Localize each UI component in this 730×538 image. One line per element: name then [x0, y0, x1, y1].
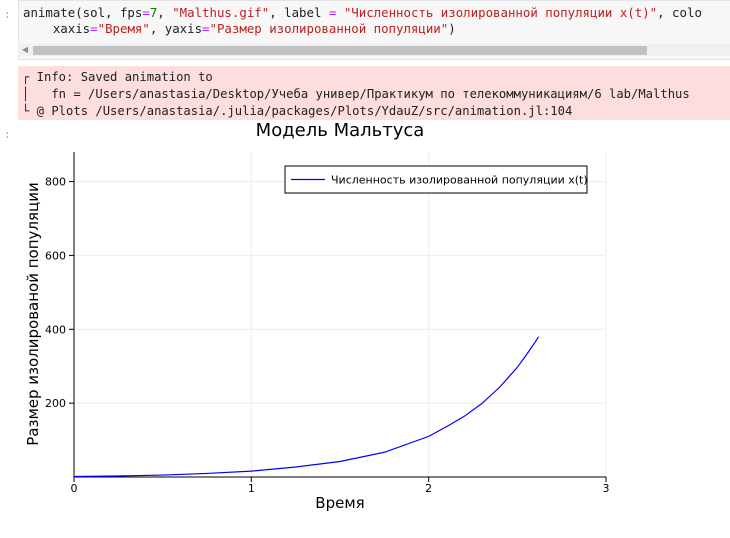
legend-label: Численность изолированной популяции x(t) [331, 174, 588, 187]
code-token: = [328, 5, 337, 20]
code-token: "Численность изолированной популяции x(t… [343, 5, 658, 20]
y-tick-label: 800 [45, 176, 66, 189]
x-tick-label: 0 [71, 482, 78, 495]
code-token: ) [448, 21, 456, 36]
stderr-line-3: └ @ Plots /Users/anastasia/.julia/packag… [22, 104, 573, 118]
output-prompt: : [4, 128, 11, 141]
code-token: , colo [657, 5, 702, 20]
code-token: , [157, 5, 173, 20]
x-tick-label: 3 [603, 482, 610, 495]
code-token: = [142, 5, 150, 20]
input-prompt: : [4, 8, 11, 21]
code-token: "Malthus.gif" [172, 5, 270, 20]
scrollbar-thumb[interactable] [33, 46, 647, 55]
code-token: = [90, 21, 98, 36]
code-token: xaxis [23, 21, 91, 36]
scroll-left-icon[interactable]: ◀ [21, 45, 29, 54]
code-token: animate(sol, fps [23, 5, 143, 20]
y-tick-label: 400 [45, 323, 66, 336]
code-token: 7 [149, 5, 158, 20]
code-token: , yaxis [149, 21, 203, 36]
stderr-line-1: ┌ Info: Saved animation to [22, 70, 213, 84]
stderr-output: ┌ Info: Saved animation to │ fn = /Users… [18, 66, 730, 120]
chart-title: Модель Мальтуса [255, 120, 425, 141]
code-line-1: animate(sol, fps=7, "Malthus.gif", label… [23, 5, 702, 21]
code-token: "Время" [97, 21, 150, 36]
stderr-line-2: │ fn = /Users/anastasia/Desktop/Учеба ун… [22, 87, 690, 101]
code-token: = [202, 21, 210, 36]
code-line-2: xaxis="Время", yaxis="Размер изолированн… [23, 21, 456, 37]
x-axis-label: Время [315, 494, 365, 512]
legend-box [284, 165, 588, 194]
x-tick-label: 2 [425, 482, 432, 495]
series-line [73, 336, 540, 478]
code-token: "Размер изолированной популяции" [209, 21, 449, 36]
x-tick-label: 1 [248, 482, 255, 495]
code-token: , label [269, 5, 329, 20]
y-tick-label: 600 [45, 249, 66, 262]
horizontal-scrollbar[interactable]: ◀ [18, 44, 730, 56]
y-tick-label: 200 [45, 397, 66, 410]
